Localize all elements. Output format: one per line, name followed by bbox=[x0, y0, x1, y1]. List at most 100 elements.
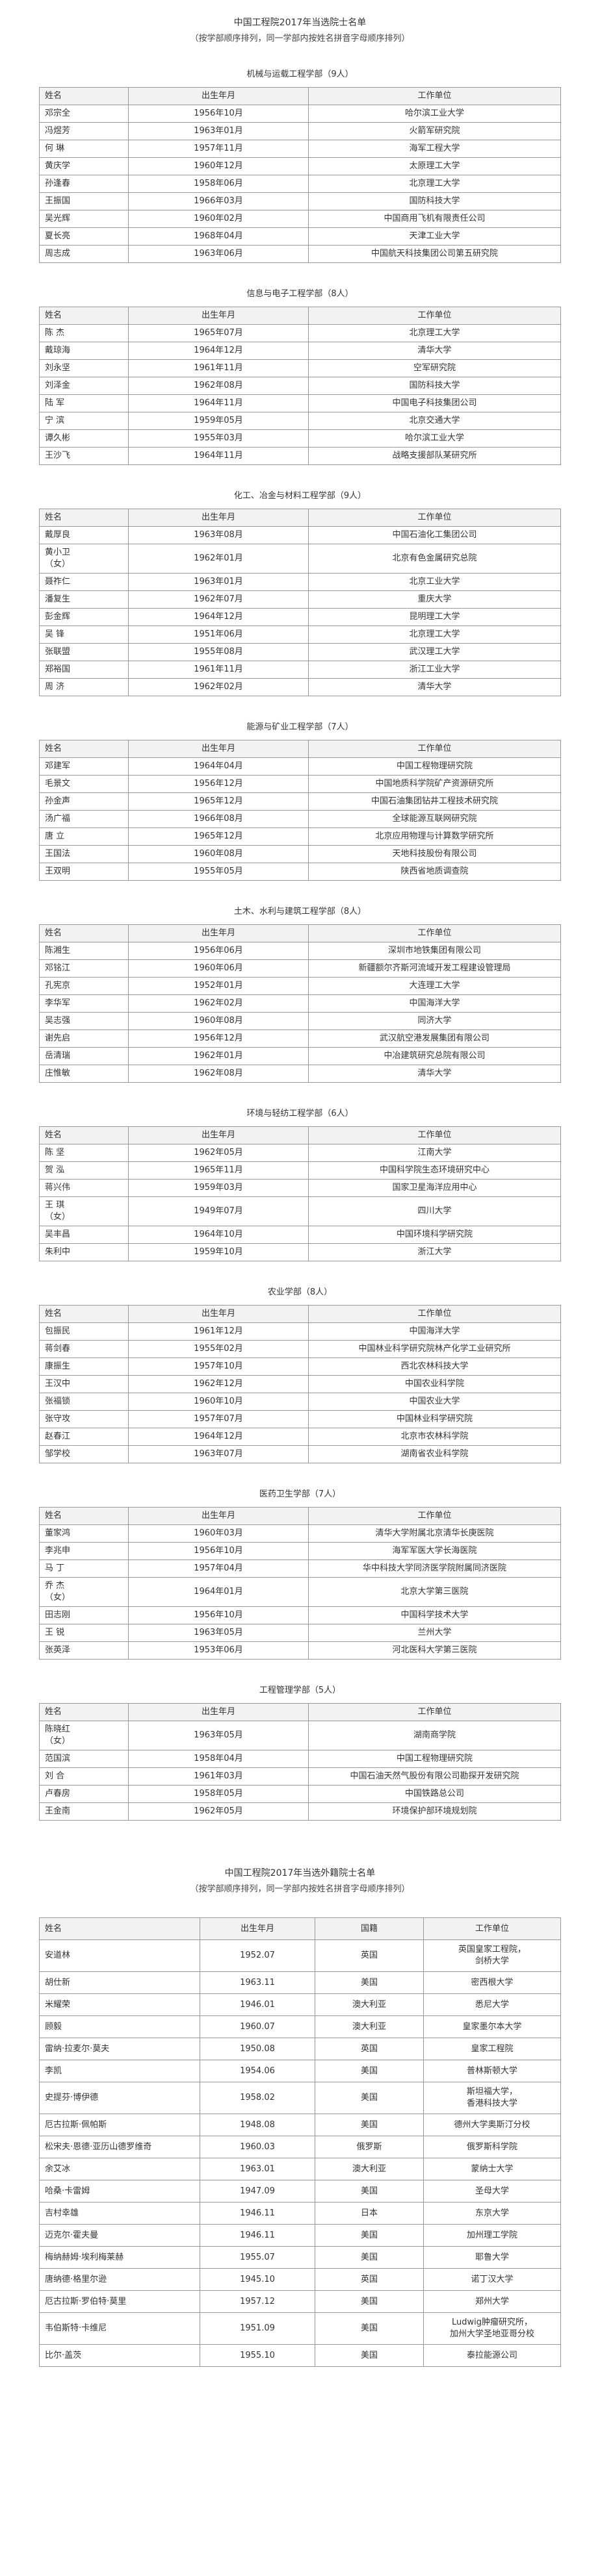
cell: 深圳市地铁集团有限公司 bbox=[308, 942, 561, 960]
row: 厄古拉斯·佩帕斯 1948.08 美国 德州大学奥斯汀分校 bbox=[39, 2114, 561, 2136]
cell: 马 丁 bbox=[39, 1559, 129, 1578]
cell: 夏长亮 bbox=[39, 227, 129, 246]
cell: 哈尔滨工业大学 bbox=[308, 105, 561, 123]
cell: 李凯 bbox=[39, 2060, 200, 2082]
cell: 1965年12月 bbox=[128, 827, 309, 846]
cell: 中国石油化工集团公司 bbox=[308, 526, 561, 544]
row: 孙金声 1965年12月 中国石油集团钻井工程技术研究院 bbox=[39, 792, 561, 811]
cell: 1951年06月 bbox=[128, 625, 309, 644]
row: 董家鸿 1960年03月 清华大学附属北京清华长庚医院 bbox=[39, 1524, 561, 1543]
cell: 1956年10月 bbox=[128, 105, 309, 123]
cell: 王 锐 bbox=[39, 1624, 129, 1642]
cell: 厄古拉斯·罗伯特·莫里 bbox=[39, 2290, 200, 2313]
cell: 聂祚仁 bbox=[39, 573, 129, 591]
cell: 美国 bbox=[315, 2180, 424, 2203]
cell: 武汉航空港发展集团有限公司 bbox=[308, 1029, 561, 1048]
cell: 1946.11 bbox=[200, 2224, 315, 2247]
header-cell: 出生年月 bbox=[128, 509, 309, 527]
header-cell: 出生年月 bbox=[128, 1126, 309, 1144]
cell: 李兆申 bbox=[39, 1542, 129, 1560]
cell: 1964年01月 bbox=[128, 1577, 309, 1607]
cell: 国防科技大学 bbox=[308, 377, 561, 395]
cell: 美国 bbox=[315, 2290, 424, 2313]
cell: 1964年04月 bbox=[128, 757, 309, 776]
cell: 张福锁 bbox=[39, 1393, 129, 1411]
cell: 美国 bbox=[315, 2060, 424, 2082]
cell: 1957.12 bbox=[200, 2290, 315, 2313]
cell: 1964年11月 bbox=[128, 447, 309, 465]
cell: 唐 立 bbox=[39, 827, 129, 846]
cell: 王沙飞 bbox=[39, 447, 129, 465]
row: 邓建军 1964年04月 中国工程物理研究院 bbox=[39, 757, 561, 776]
cell: 澳大利亚 bbox=[315, 1993, 424, 2016]
row: 郑裕国 1961年11月 浙江工业大学 bbox=[39, 661, 561, 679]
cell: 松宋夫·恩德·亚历山德罗维奇 bbox=[39, 2136, 200, 2158]
cell: 1956年12月 bbox=[128, 1029, 309, 1048]
row: 康振生 1957年10月 西北农林科技大学 bbox=[39, 1357, 561, 1376]
cell: 普林斯顿大学 bbox=[423, 2060, 561, 2082]
cell: 1960年06月 bbox=[128, 959, 309, 978]
foreign-section: 中国工程院2017年当选外籍院士名单 （按学部顺序排列，同一学部内按姓名拼音字母… bbox=[39, 1866, 561, 2367]
row: 聂祚仁 1963年01月 北京工业大学 bbox=[39, 573, 561, 591]
cell: 北京大学第三医院 bbox=[308, 1577, 561, 1607]
section-title: 机械与运载工程学部（9人） bbox=[246, 69, 354, 79]
row: 田志刚 1956年10月 中国科学技术大学 bbox=[39, 1606, 561, 1624]
cell: 孔宪京 bbox=[39, 977, 129, 995]
cell: 王双明 bbox=[39, 863, 129, 881]
cell: 俄罗斯 bbox=[315, 2136, 424, 2158]
cell: 新疆额尔齐斯河流域开发工程建设管理局 bbox=[308, 959, 561, 978]
cell: 张英泽 bbox=[39, 1641, 129, 1660]
cell: 1963年07月 bbox=[128, 1445, 309, 1463]
cell: 1964年10月 bbox=[128, 1226, 309, 1244]
cell: 陈 坚 bbox=[39, 1144, 129, 1162]
header-cell: 国籍 bbox=[315, 1917, 424, 1940]
row: 黄庆学 1960年12月 太原理工大学 bbox=[39, 157, 561, 175]
cell: 1964年12月 bbox=[128, 608, 309, 626]
cell: 董家鸿 bbox=[39, 1524, 129, 1543]
cell: 英国 bbox=[315, 2038, 424, 2060]
cell: 迈克尔·霍夫曼 bbox=[39, 2224, 200, 2247]
cell: 朱利中 bbox=[39, 1243, 129, 1261]
cell: 东京大学 bbox=[423, 2202, 561, 2225]
cell: 战略支援部队某研究所 bbox=[308, 447, 561, 465]
section: 信息与电子工程学部（8人） 姓名 出生年月 工作单位陈 杰 1965年07月 北京理工大学… bbox=[39, 286, 561, 465]
cell: 张守攻 bbox=[39, 1410, 129, 1428]
cell: 1958年05月 bbox=[128, 1785, 309, 1803]
cell: 刘 合 bbox=[39, 1767, 129, 1786]
row: 戴厚良 1963年08月 中国石油化工集团公司 bbox=[39, 526, 561, 544]
cell: 厄古拉斯·佩帕斯 bbox=[39, 2114, 200, 2136]
row: 朱利中 1959年10月 浙江大学 bbox=[39, 1243, 561, 1261]
cell: 吴丰昌 bbox=[39, 1226, 129, 1244]
cell: 唐纳德·格里尔逊 bbox=[39, 2268, 200, 2291]
row: 邓铭江 1960年06月 新疆额尔齐斯河流域开发工程建设管理局 bbox=[39, 959, 561, 978]
cell: 1962年08月 bbox=[128, 377, 309, 395]
row: 吴 锋 1951年06月 北京理工大学 bbox=[39, 625, 561, 644]
cell: 1949年07月 bbox=[128, 1196, 309, 1226]
cell: 重庆大学 bbox=[308, 590, 561, 609]
row: 陈 杰 1965年07月 北京理工大学 bbox=[39, 324, 561, 342]
cell: 宁 滨 bbox=[39, 412, 129, 430]
row: 王 锐 1963年05月 兰州大学 bbox=[39, 1624, 561, 1642]
row: 孙逢春 1958年06月 北京理工大学 bbox=[39, 175, 561, 193]
cell: 1963年05月 bbox=[128, 1721, 309, 1750]
section: 化工、冶金与材料工程学部（9人） 姓名 出生年月 工作单位 戴厚良 1963年08月 中国石… bbox=[39, 488, 561, 696]
row: 邓宗全 1956年10月 哈尔滨工业大学 bbox=[39, 105, 561, 123]
header-cell: 工作单位 bbox=[308, 1703, 561, 1721]
cell: 1956年12月 bbox=[128, 775, 309, 793]
cell: 清华大学附属北京清华长庚医院 bbox=[308, 1524, 561, 1543]
section: 土木、水利与建筑工程学部（8人） 姓名 出生年月 工作单位 陈湘生 1956年06月 深圳市… bbox=[39, 904, 561, 1083]
cell: 邓建军 bbox=[39, 757, 129, 776]
cell: 中国科学院生态环境研究中心 bbox=[308, 1161, 561, 1180]
cell: 韦伯斯特·卡维尼 bbox=[39, 2312, 200, 2345]
cell: 1956年10月 bbox=[128, 1606, 309, 1624]
row: 刘泽金 1962年08月 国防科技大学 bbox=[39, 377, 561, 395]
cell: 1963.01 bbox=[200, 2158, 315, 2180]
cell: 1955.10 bbox=[200, 2344, 315, 2367]
cell: 中冶建筑研究总院有限公司 bbox=[308, 1047, 561, 1065]
cell: 1960年12月 bbox=[128, 157, 309, 175]
foreign-title: 中国工程院2017年当选外籍院士名单 bbox=[224, 1868, 376, 1878]
cell: 1966年03月 bbox=[128, 192, 309, 210]
table: 姓名 出生年月 国籍 工作单位 安道林 1952.07 英国 英国皇家工程院， 剑桥大学 胡仕新… bbox=[39, 1917, 561, 2367]
section-title: 环境与轻纺工程学部（6人） bbox=[246, 1109, 354, 1118]
header-cell: 姓名 bbox=[39, 740, 129, 758]
